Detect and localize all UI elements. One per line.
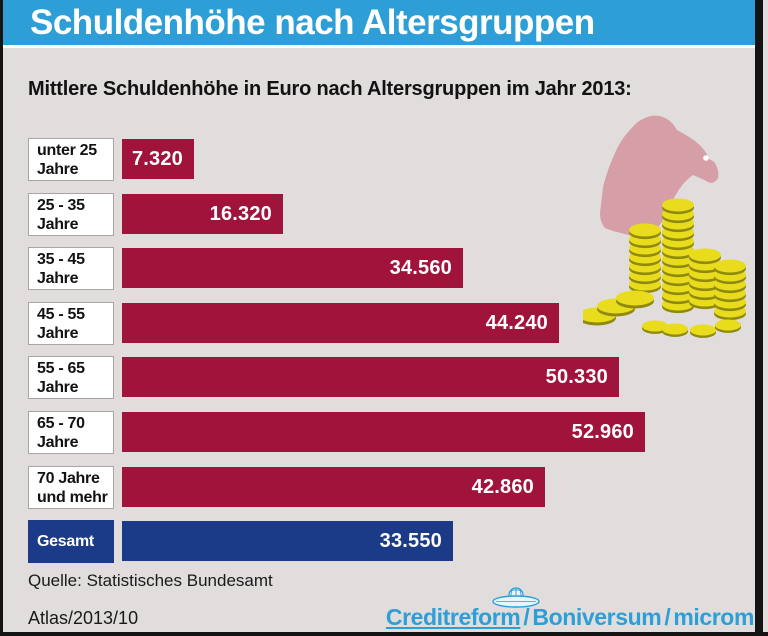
category-label-line: 55 - 65 — [37, 359, 85, 377]
chart-row: 45 - 55 Jahre 44.240 — [28, 302, 748, 345]
value-bar: 42.860 — [122, 467, 545, 507]
chart-row: 25 - 35 Jahre 16.320 — [28, 193, 748, 236]
category-label: 45 - 55 Jahre — [28, 302, 114, 345]
bar-value-label: 50.330 — [545, 365, 608, 388]
bar-chart-area: unter 25 Jahre 7.320 25 - 35 Jahre 16.320 35 -… — [28, 138, 748, 568]
bar-value-label: 34.560 — [389, 256, 452, 279]
category-label-line: 45 - 55 — [37, 305, 85, 323]
category-label-line: 70 Jahre — [37, 469, 100, 487]
chart-row: 65 - 70 Jahre 52.960 — [28, 411, 748, 454]
category-label-line: Jahre — [37, 324, 79, 342]
category-label: 70 Jahre und mehr — [28, 466, 114, 509]
category-label-line: Jahre — [37, 215, 79, 233]
category-label-line: unter 25 — [37, 141, 97, 159]
brand-microm: microm — [673, 604, 754, 630]
title-bar: Schuldenhöhe nach Altersgruppen — [0, 0, 755, 45]
category-label: 55 - 65 Jahre — [28, 356, 114, 399]
category-label: 35 - 45 Jahre — [28, 247, 114, 290]
bottom-border — [0, 632, 768, 636]
category-label-line: Jahre — [37, 433, 79, 451]
creditreform-globe-icon — [492, 587, 540, 608]
chart-row: 70 Jahre und mehr 42.860 — [28, 466, 748, 509]
bar-value-label: 33.550 — [379, 529, 442, 552]
brand-boniversum: Boniversum — [532, 604, 662, 630]
category-label-line: Jahre — [37, 269, 79, 287]
left-border — [0, 0, 3, 636]
bar-value-label: 16.320 — [209, 202, 272, 225]
value-bar: 44.240 — [122, 303, 559, 343]
category-label-line: 25 - 35 — [37, 196, 85, 214]
chart-row: 55 - 65 Jahre 50.330 — [28, 356, 748, 399]
vulture-icon — [600, 115, 719, 237]
category-label-line: Gesamt — [37, 533, 94, 550]
brand-separator: / — [664, 604, 671, 630]
chart-row: Gesamt 33.550 — [28, 520, 748, 563]
chart-subtitle: Mittlere Schuldenhöhe in Euro nach Alter… — [28, 78, 632, 100]
category-label: Gesamt — [28, 520, 114, 563]
value-bar: 7.320 — [122, 139, 194, 179]
bar-value-label: 7.320 — [131, 147, 183, 170]
category-label: unter 25 Jahre — [28, 138, 114, 181]
brand-logos: Creditreform / Boniversum / microm — [385, 587, 754, 631]
title-bar-divider — [0, 45, 755, 48]
bar-value-label: 42.860 — [471, 475, 534, 498]
category-label: 65 - 70 Jahre — [28, 411, 114, 454]
category-label-line: 35 - 45 — [37, 250, 85, 268]
page-title: Schuldenhöhe nach Altersgruppen — [30, 2, 595, 42]
brand-separator: / — [523, 604, 530, 630]
bar-value-label: 44.240 — [485, 311, 548, 334]
right-border — [755, 0, 763, 636]
vulture-coins-illustration — [583, 115, 746, 338]
category-label-line: Jahre — [37, 378, 79, 396]
value-bar: 33.550 — [122, 521, 453, 561]
value-bar: 52.960 — [122, 412, 645, 452]
category-label-line: und mehr — [37, 488, 108, 506]
brand-creditreform: Creditreform — [385, 604, 521, 630]
atlas-reference: Atlas/2013/10 — [28, 608, 139, 628]
value-bar: 50.330 — [122, 357, 619, 397]
chart-row: unter 25 Jahre 7.320 — [28, 138, 748, 181]
value-bar: 34.560 — [122, 248, 463, 288]
category-label: 25 - 35 Jahre — [28, 193, 114, 236]
source-note: Quelle: Statistisches Bundesamt — [28, 571, 273, 590]
category-label-line: 65 - 70 — [37, 414, 85, 432]
value-bar: 16.320 — [122, 194, 283, 234]
category-label-line: Jahre — [37, 160, 79, 178]
bar-value-label: 52.960 — [571, 420, 634, 443]
chart-row: 35 - 45 Jahre 34.560 — [28, 247, 748, 290]
